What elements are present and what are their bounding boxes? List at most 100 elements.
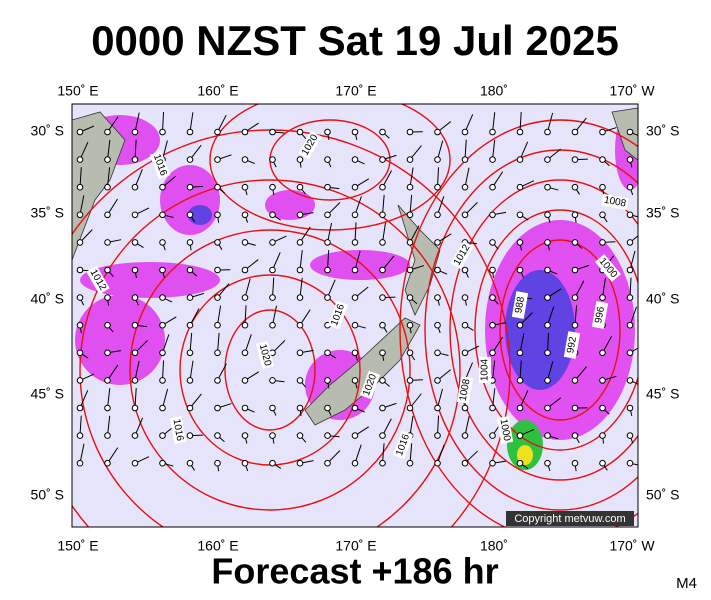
contour-label-text: 1000: [498, 418, 513, 442]
wind-station: [516, 321, 524, 329]
wind-barb: [107, 415, 111, 436]
wind-station: [269, 156, 276, 163]
wind-station: [516, 156, 524, 163]
wind-station: [351, 211, 359, 219]
wind-station: [131, 156, 139, 163]
latitude-label: 30˚ S: [646, 123, 679, 139]
longitude-label: 170˚ W: [609, 538, 655, 554]
wind-station: [76, 377, 84, 384]
wind-station: [516, 459, 524, 467]
wind-station: [379, 128, 386, 136]
wind-station: [241, 183, 249, 191]
wind-station: [214, 404, 221, 412]
wind-station: [159, 377, 166, 384]
wind-station: [599, 156, 606, 163]
wind-station: [516, 432, 524, 439]
longitude-label: 150˚ E: [57, 83, 98, 99]
wind-station: [159, 404, 166, 412]
wind-barb: [464, 416, 470, 436]
wind-station: [406, 377, 414, 384]
wind-station: [489, 239, 496, 246]
contour-label-box: [392, 430, 414, 460]
wind-barb: [464, 139, 467, 160]
wind-station: [104, 239, 111, 246]
wind-station: [269, 266, 276, 274]
model-label: M4: [676, 575, 697, 592]
wind-station: [296, 211, 304, 219]
wind-station: [461, 432, 469, 439]
contour-label-box: [450, 240, 474, 270]
isobar: [129, 229, 411, 511]
wind-barb: [134, 388, 137, 409]
wind-station: [626, 321, 634, 329]
wind-barb: [327, 250, 330, 271]
wind-station: [324, 156, 331, 163]
wind-barb: [299, 250, 303, 271]
contour-label-box: [327, 300, 349, 330]
wind-barb: [107, 167, 111, 188]
wind-station: [571, 459, 579, 467]
wind-station: [461, 459, 469, 467]
wind-station: [406, 128, 414, 136]
wind-station: [241, 266, 249, 274]
wind-station: [544, 321, 551, 329]
wind-barb: [519, 360, 522, 381]
wind-station: [131, 459, 139, 467]
wind-station: [76, 459, 84, 467]
wind-barb: [327, 222, 333, 243]
wind-station: [214, 294, 221, 301]
wind-station: [434, 349, 441, 357]
wind-station: [214, 128, 221, 136]
wind-station: [379, 266, 386, 274]
wind-station: [186, 211, 194, 219]
wind-station: [406, 459, 414, 467]
wind-station: [324, 183, 331, 191]
wind-station: [324, 432, 331, 439]
wind-station: [269, 294, 276, 301]
wind-station: [516, 349, 524, 357]
isobar: [399, 119, 638, 527]
wind-station: [544, 128, 551, 136]
wind-station: [324, 266, 331, 274]
wind-station: [186, 294, 194, 301]
wind-station: [104, 404, 111, 412]
wind-station: [131, 404, 139, 412]
wind-station: [241, 156, 249, 163]
wind-station: [351, 459, 359, 467]
wind-station: [324, 239, 331, 246]
wind-station: [351, 128, 359, 136]
wind-station: [241, 349, 249, 357]
contour-label-box: [601, 193, 629, 211]
wind-barb: [382, 222, 387, 243]
wind-station: [516, 266, 524, 274]
wind-station: [296, 321, 304, 329]
wind-station: [571, 266, 579, 274]
wind-station: [269, 183, 276, 191]
wind-station: [186, 156, 194, 163]
wind-station: [434, 183, 441, 191]
contour-label: 1000: [496, 416, 514, 444]
wind-station: [159, 321, 166, 329]
wind-station: [379, 183, 386, 191]
wind-station: [406, 156, 414, 163]
wind-barb: [492, 388, 496, 409]
wind-barb: [79, 195, 85, 215]
wind-barb: [409, 415, 414, 436]
wind-station: [461, 349, 469, 357]
wind-barb: [134, 360, 140, 381]
wind-station: [159, 459, 166, 467]
latitude-label: 30˚ S: [31, 123, 64, 139]
wind-station: [489, 349, 496, 357]
wind-station: [626, 128, 634, 136]
latitude-label: 40˚ S: [31, 291, 64, 307]
latitude-label: 40˚ S: [646, 291, 679, 307]
wind-station: [104, 459, 111, 467]
isobar: [224, 309, 316, 431]
wind-station: [296, 404, 304, 412]
wind-barb: [354, 222, 357, 243]
wind-station: [351, 294, 359, 301]
wind-station: [296, 432, 304, 439]
wind-station: [131, 239, 139, 246]
wind-barb: [464, 167, 470, 188]
